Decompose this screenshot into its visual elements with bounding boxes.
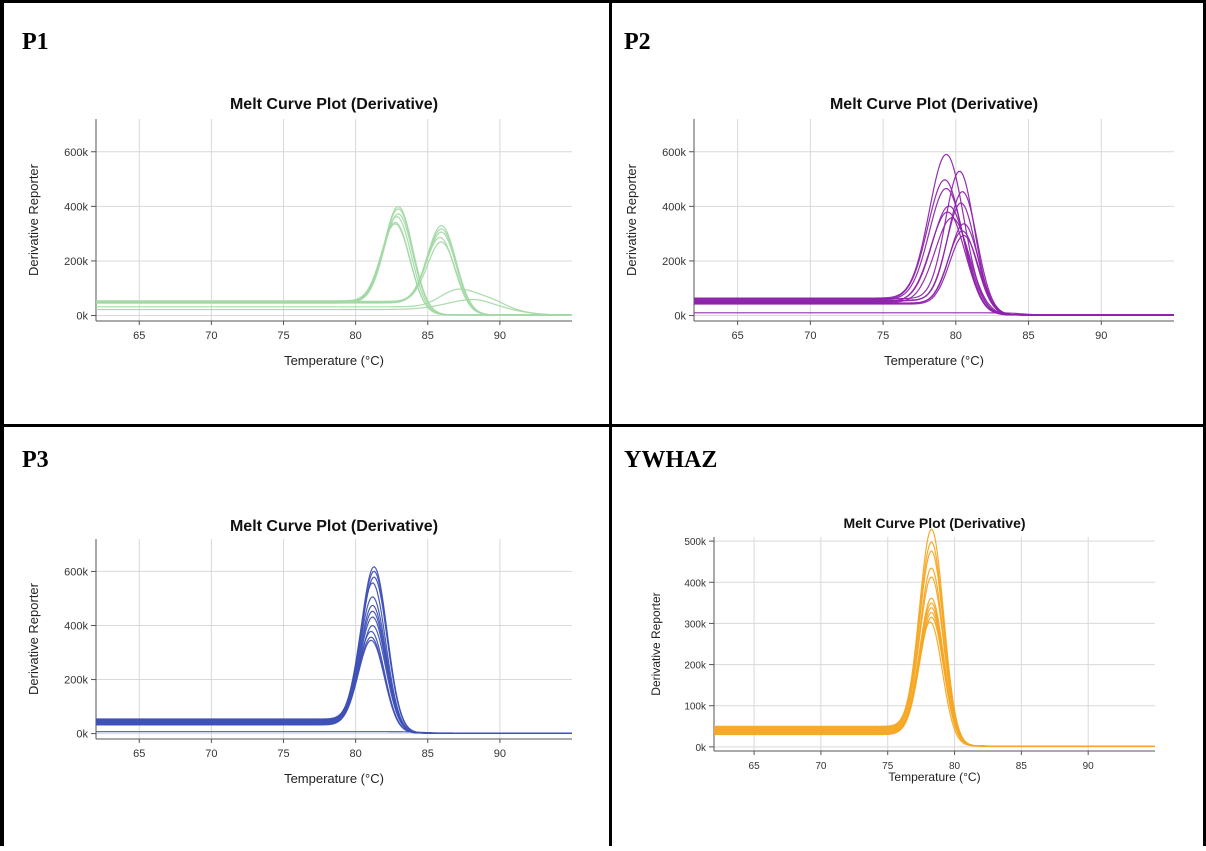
border-left <box>0 0 4 846</box>
x-tick-label: 85 <box>1022 330 1034 342</box>
chart-title: Melt Curve Plot (Derivative) <box>843 515 1025 531</box>
y-axis-label: Derivative Reporter <box>26 163 41 276</box>
x-axis-label: Temperature (°C) <box>284 353 384 368</box>
y-tick-label: 200k <box>64 256 88 268</box>
x-tick-label: 90 <box>1083 761 1095 772</box>
series-line <box>96 604 572 734</box>
y-axis-label: Derivative Reporter <box>26 582 41 695</box>
x-tick-label: 80 <box>350 748 362 760</box>
y-tick-label: 600k <box>662 147 686 159</box>
border-top <box>0 0 1206 3</box>
x-tick-label: 65 <box>749 761 761 772</box>
x-tick-label: 90 <box>1095 330 1107 342</box>
panel-label: P3 <box>22 447 49 473</box>
panel-p2: P2 0k 200k 400k 600k 65 70 75 80 85 90 Melt Curve … <box>612 3 1203 424</box>
divider-horizontal <box>0 424 1206 427</box>
divider-vertical <box>609 0 612 846</box>
x-tick-label: 65 <box>732 330 744 342</box>
series-line <box>96 596 572 734</box>
x-tick-label: 75 <box>277 748 289 760</box>
x-tick-label: 80 <box>350 330 362 342</box>
panel-label: P1 <box>22 29 49 55</box>
melt-curve-chart: 0k 100k 200k 300k 400k 500k 65 70 75 80 85 90 Melt C… <box>649 515 1155 784</box>
x-tick-label: 70 <box>205 748 217 760</box>
series-line <box>96 208 572 316</box>
melt-curve-chart: 0k 200k 400k 600k 65 70 75 80 85 90 Melt Curve Plo… <box>26 518 572 786</box>
melt-curve-chart: 0k 200k 400k 600k 65 70 75 80 85 90 Melt Curve Plo… <box>624 96 1174 368</box>
chart-title: Melt Curve Plot (Derivative) <box>230 96 438 113</box>
y-axis-label: Derivative Reporter <box>649 592 663 695</box>
series-line <box>96 216 572 316</box>
series-line <box>96 731 572 734</box>
series-line <box>96 570 572 734</box>
series-line <box>96 236 572 316</box>
x-tick-label: 65 <box>133 330 145 342</box>
y-tick-label: 300k <box>684 619 707 630</box>
y-tick-label: 600k <box>64 147 88 159</box>
panel-label: YWHAZ <box>624 447 718 473</box>
series-line <box>96 213 572 316</box>
x-tick-label: 70 <box>804 330 816 342</box>
y-tick-label: 500k <box>684 537 707 548</box>
x-axis-label: Temperature (°C) <box>884 353 984 368</box>
panel-p3: P3 0k 200k 400k 600k 65 70 75 80 85 90 Melt Curve … <box>4 427 609 846</box>
series-line <box>714 528 1155 747</box>
y-tick-label: 100k <box>684 702 707 713</box>
series-line <box>694 312 1174 316</box>
series-line <box>96 616 572 734</box>
x-tick-label: 85 <box>1016 761 1028 772</box>
panel-label: P2 <box>624 29 651 55</box>
y-tick-label: 600k <box>64 566 88 578</box>
x-tick-label: 80 <box>950 330 962 342</box>
series-line <box>694 153 1174 316</box>
series-line <box>96 241 572 316</box>
x-tick-label: 65 <box>133 748 145 760</box>
panel-ywhaz: YWHAZ 0k 100k 200k 300k 400k 500k 65 70 75 80 85 90… <box>612 427 1203 846</box>
x-tick-label: 70 <box>815 761 827 772</box>
panel-p1: P1 0k 200k 400k 600k 65 70 75 80 85 90 Melt Curve … <box>4 3 609 424</box>
x-tick-label: 80 <box>949 761 961 772</box>
series-line <box>714 602 1155 747</box>
y-tick-label: 0k <box>695 743 707 754</box>
series-line <box>96 610 572 734</box>
series-line <box>714 550 1155 747</box>
border-right <box>1203 0 1206 846</box>
series-line <box>96 576 572 734</box>
y-tick-label: 400k <box>64 620 88 632</box>
chart-title: Melt Curve Plot (Derivative) <box>230 518 438 535</box>
y-tick-label: 0k <box>76 729 88 741</box>
x-tick-label: 90 <box>494 748 506 760</box>
y-axis-label: Derivative Reporter <box>624 163 639 276</box>
series-line <box>714 567 1155 747</box>
x-tick-label: 75 <box>877 330 889 342</box>
melt-curve-chart: 0k 200k 400k 600k 65 70 75 80 85 90 Melt Curve Plo… <box>26 96 573 368</box>
y-tick-label: 400k <box>684 578 707 589</box>
y-tick-label: 200k <box>684 661 707 672</box>
x-tick-label: 70 <box>205 330 217 342</box>
x-axis-label: Temperature (°C) <box>284 771 384 786</box>
y-tick-label: 400k <box>662 201 686 213</box>
series-line <box>96 288 572 316</box>
y-tick-label: 400k <box>64 201 88 213</box>
x-tick-label: 75 <box>882 761 894 772</box>
chart-title: Melt Curve Plot (Derivative) <box>830 96 1038 113</box>
y-tick-label: 200k <box>64 675 88 687</box>
x-tick-label: 75 <box>277 330 289 342</box>
series-line <box>714 621 1155 747</box>
x-axis-label: Temperature (°C) <box>888 770 980 784</box>
y-tick-label: 0k <box>76 311 88 323</box>
x-tick-label: 85 <box>422 748 434 760</box>
y-tick-label: 0k <box>674 311 686 323</box>
x-tick-label: 90 <box>494 330 506 342</box>
x-tick-label: 85 <box>422 330 434 342</box>
series-line <box>96 566 572 734</box>
y-tick-label: 200k <box>662 256 686 268</box>
series-line <box>96 582 572 734</box>
series-line <box>96 298 573 316</box>
